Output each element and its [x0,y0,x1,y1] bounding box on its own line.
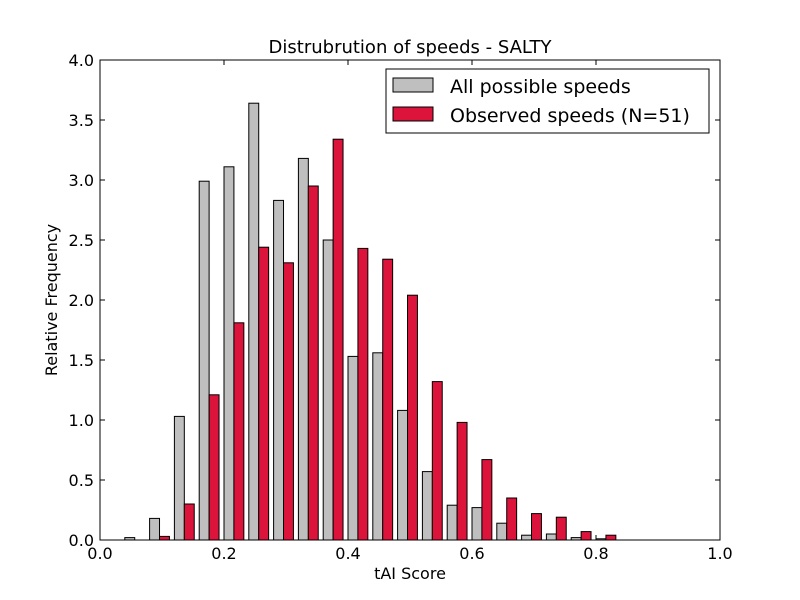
bar-all-possible [496,522,508,541]
bar-observed [183,503,195,541]
x-axis-label: tAI Score [374,564,446,583]
y-tick-label: 0.5 [69,471,94,490]
legend-label-observed: Observed speeds (N=51) [450,105,690,127]
x-axis: 0.0 0.2 0.4 0.6 0.8 1.0 [87,60,733,563]
chart-title: Distrubrution of speeds - SALTY [269,37,553,58]
y-axis-label: Relative Frequency [42,224,61,376]
y-tick-label: 4.0 [69,51,94,70]
bar-all-possible [446,504,458,541]
bar-observed [431,381,443,541]
bar-all-possible [545,533,557,541]
y-tick-label: 2.5 [69,231,94,250]
bar-observed [208,394,220,541]
bar-all-possible [521,534,533,541]
bar-observed [456,421,468,541]
y-tick-label: 0.0 [69,531,94,550]
bar-observed [382,258,394,541]
bar-all-possible [273,199,285,541]
bar-all-possible [372,352,384,541]
x-tick-label: 0.2 [211,544,236,563]
x-tick-label: 0.4 [335,544,360,563]
bar-observed [233,322,245,541]
legend-swatch-all-possible [392,77,434,93]
x-tick-label: 0.6 [459,544,484,563]
legend-box [385,68,710,134]
y-tick-label: 1.0 [69,411,94,430]
legend: All possible speeds Observed speeds (N=5… [385,68,710,134]
bar-observed [283,262,294,541]
bar-all-possible [471,507,483,541]
bar-all-possible [297,157,309,541]
x-tick-label: 0.8 [583,544,608,563]
bar-observed [555,516,567,541]
x-tick-label: 0.0 [87,544,112,563]
bar-all-possible [198,180,210,541]
bars-group [124,102,617,541]
bar-all-possible [173,415,185,541]
bar-observed [605,534,617,541]
bar-all-possible [322,239,334,541]
bar-observed [332,138,344,541]
bar-observed [258,246,270,541]
bar-observed [531,513,542,541]
bar-observed [357,247,369,541]
bar-all-possible [397,409,409,541]
y-tick-label: 3.5 [69,111,94,130]
bar-all-possible [223,166,235,541]
y-tick-label: 1.5 [69,351,94,370]
y-tick-label: 2.0 [69,291,94,310]
legend-swatch-observed [392,106,434,122]
bar-observed [407,294,418,541]
bar-observed [506,497,518,541]
bar-observed [481,459,493,541]
y-axis: 0.0 0.5 1.0 1.5 2.0 2.5 3.0 3.5 4.0 [69,51,720,550]
bar-all-possible [248,102,260,541]
bar-observed [159,535,170,541]
bar-observed [580,531,592,541]
bar-all-possible [347,355,359,541]
x-tick-label: 1.0 [707,544,732,563]
bar-all-possible [421,471,433,541]
legend-label-all-possible: All possible speeds [450,76,631,98]
bar-all-possible [149,517,161,541]
bar-observed [307,185,319,541]
y-tick-label: 3.0 [69,171,94,190]
